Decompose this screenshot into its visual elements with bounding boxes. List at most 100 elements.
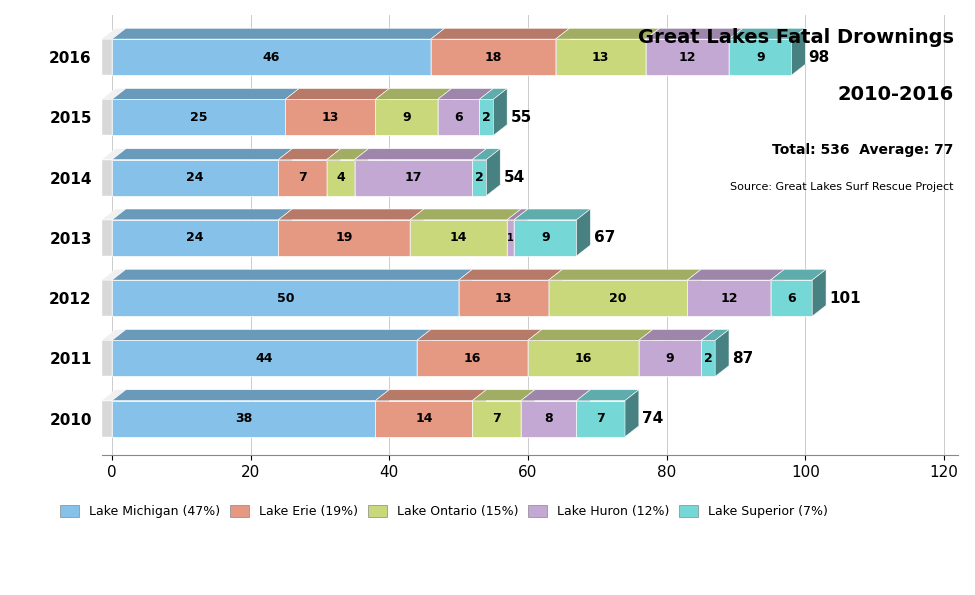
FancyBboxPatch shape (576, 400, 625, 437)
Polygon shape (687, 270, 701, 317)
Polygon shape (278, 209, 424, 220)
FancyBboxPatch shape (549, 280, 687, 317)
Text: 17: 17 (405, 171, 422, 184)
Polygon shape (480, 89, 507, 99)
Text: 101: 101 (830, 291, 861, 306)
Polygon shape (701, 330, 715, 377)
FancyBboxPatch shape (639, 340, 701, 377)
Text: 9: 9 (541, 231, 550, 245)
Text: 44: 44 (255, 352, 273, 365)
Polygon shape (687, 270, 785, 280)
Polygon shape (645, 28, 743, 39)
Polygon shape (278, 149, 292, 196)
FancyBboxPatch shape (417, 340, 527, 377)
Text: 87: 87 (732, 351, 754, 366)
Polygon shape (458, 270, 473, 317)
FancyBboxPatch shape (687, 280, 770, 317)
Polygon shape (112, 270, 473, 280)
Polygon shape (101, 390, 126, 400)
Polygon shape (286, 89, 389, 99)
Text: 9: 9 (756, 51, 764, 64)
Text: 20: 20 (609, 292, 627, 305)
Text: 16: 16 (574, 352, 592, 365)
Polygon shape (507, 209, 521, 256)
Text: 24: 24 (186, 171, 204, 184)
Legend: Lake Michigan (47%), Lake Erie (19%), Lake Ontario (15%), Lake Huron (12%), Lake: Lake Michigan (47%), Lake Erie (19%), La… (56, 500, 833, 524)
FancyBboxPatch shape (473, 400, 521, 437)
Polygon shape (576, 209, 590, 256)
FancyBboxPatch shape (770, 280, 812, 317)
Polygon shape (375, 390, 487, 400)
FancyBboxPatch shape (101, 99, 112, 136)
FancyBboxPatch shape (355, 159, 473, 196)
FancyBboxPatch shape (101, 220, 112, 256)
FancyBboxPatch shape (701, 340, 715, 377)
Polygon shape (639, 330, 652, 377)
Text: 46: 46 (262, 51, 280, 64)
FancyBboxPatch shape (112, 340, 417, 377)
FancyBboxPatch shape (101, 159, 112, 196)
Polygon shape (639, 330, 715, 340)
Text: 9: 9 (666, 352, 675, 365)
Polygon shape (473, 149, 500, 159)
Polygon shape (527, 330, 542, 377)
Polygon shape (549, 270, 563, 317)
Polygon shape (480, 89, 493, 136)
Polygon shape (112, 149, 292, 159)
Text: 98: 98 (808, 49, 830, 65)
FancyBboxPatch shape (507, 220, 514, 256)
FancyBboxPatch shape (278, 159, 327, 196)
Polygon shape (576, 390, 639, 400)
FancyBboxPatch shape (473, 159, 487, 196)
FancyBboxPatch shape (327, 159, 355, 196)
Text: 67: 67 (594, 230, 615, 245)
Polygon shape (101, 89, 126, 99)
Polygon shape (278, 209, 292, 256)
FancyBboxPatch shape (556, 39, 645, 75)
Text: 13: 13 (495, 292, 513, 305)
Text: 6: 6 (787, 292, 796, 305)
Text: 1: 1 (507, 233, 514, 243)
Polygon shape (112, 330, 431, 340)
Polygon shape (770, 270, 785, 317)
FancyBboxPatch shape (112, 159, 278, 196)
Polygon shape (521, 390, 590, 400)
Polygon shape (521, 390, 535, 437)
Polygon shape (112, 89, 299, 99)
Text: 2: 2 (482, 111, 490, 124)
FancyBboxPatch shape (438, 99, 480, 136)
FancyBboxPatch shape (431, 39, 556, 75)
Text: 7: 7 (298, 171, 307, 184)
Text: 24: 24 (186, 231, 204, 245)
Polygon shape (549, 270, 701, 280)
FancyBboxPatch shape (375, 400, 473, 437)
Polygon shape (101, 330, 126, 340)
Polygon shape (770, 270, 826, 280)
Polygon shape (112, 390, 389, 400)
Polygon shape (487, 149, 500, 196)
FancyBboxPatch shape (514, 220, 576, 256)
Text: 19: 19 (335, 231, 353, 245)
Polygon shape (417, 330, 542, 340)
Text: 4: 4 (336, 171, 345, 184)
Polygon shape (112, 28, 445, 39)
Polygon shape (792, 28, 805, 75)
Text: Great Lakes Fatal Drownings: Great Lakes Fatal Drownings (638, 28, 954, 47)
Text: 8: 8 (544, 412, 553, 425)
Text: Source: Great Lakes Surf Rescue Project: Source: Great Lakes Surf Rescue Project (730, 182, 954, 192)
Text: 16: 16 (464, 352, 482, 365)
FancyBboxPatch shape (112, 400, 375, 437)
Polygon shape (701, 330, 729, 340)
Polygon shape (527, 330, 652, 340)
Text: 13: 13 (322, 111, 339, 124)
FancyBboxPatch shape (375, 99, 438, 136)
Polygon shape (410, 209, 521, 220)
Text: 14: 14 (449, 231, 467, 245)
Text: 2: 2 (475, 171, 484, 184)
FancyBboxPatch shape (112, 99, 286, 136)
Polygon shape (327, 149, 369, 159)
Polygon shape (375, 89, 451, 99)
Polygon shape (576, 390, 590, 437)
Polygon shape (431, 28, 445, 75)
Polygon shape (101, 28, 126, 39)
